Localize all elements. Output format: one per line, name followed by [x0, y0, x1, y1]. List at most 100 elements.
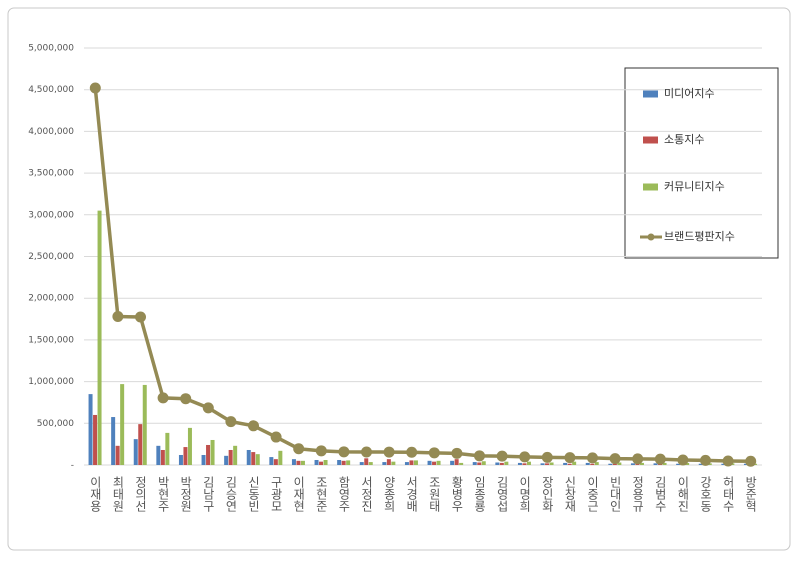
bar — [138, 424, 143, 465]
legend-label: 소통지수 — [664, 133, 704, 146]
legend-swatch — [643, 136, 658, 144]
bar — [323, 459, 328, 465]
bar — [391, 461, 396, 465]
line-marker — [654, 453, 666, 465]
x-tick-label: 서경배 — [405, 476, 419, 512]
line-marker — [496, 450, 508, 462]
x-tick-label: 이명희 — [518, 476, 532, 512]
bar — [499, 462, 504, 465]
y-tick-label: 5,000,000 — [28, 44, 74, 54]
bar — [97, 210, 102, 465]
line-marker — [180, 393, 192, 405]
bar — [160, 449, 165, 465]
bar — [273, 459, 278, 465]
y-tick-label: 1,500,000 — [28, 335, 74, 345]
bar — [454, 459, 459, 465]
x-tick-label: 이중근 — [586, 476, 600, 512]
x-tick-label: 이재용 — [88, 476, 102, 512]
y-tick-label: 500,000 — [37, 419, 74, 429]
bar — [93, 414, 98, 465]
x-tick-label: 박현주 — [156, 476, 170, 512]
x-tick-label: 구광모 — [269, 476, 283, 512]
bar — [201, 454, 206, 465]
bar — [111, 417, 116, 465]
legend-label: 브랜드평판지수 — [664, 230, 735, 243]
x-tick-label: 허태수 — [721, 476, 735, 512]
line-marker — [406, 446, 418, 458]
x-tick-label: 방준혁 — [744, 476, 758, 512]
line-marker — [541, 451, 553, 463]
y-tick-label: 3,500,000 — [28, 169, 74, 179]
line-marker — [338, 446, 350, 458]
x-tick-label: 조원태 — [427, 476, 441, 512]
legend-swatch — [647, 233, 655, 241]
bar — [472, 462, 477, 465]
x-tick-label: 신창재 — [563, 476, 577, 512]
bar — [341, 460, 346, 465]
y-tick-label: 2,500,000 — [28, 252, 74, 262]
line-marker — [587, 452, 598, 464]
bar — [540, 463, 545, 465]
legend-label: 미디어지수 — [664, 87, 715, 100]
bar — [251, 452, 256, 465]
x-tick-label: 김승연 — [224, 476, 238, 512]
bar — [721, 463, 726, 465]
bar — [386, 459, 391, 465]
x-tick-label: 박정원 — [179, 476, 193, 512]
y-tick-label: 4,000,000 — [28, 127, 74, 137]
bar — [183, 447, 188, 465]
bar — [368, 462, 373, 465]
bar — [337, 459, 342, 465]
line-marker — [361, 446, 372, 458]
line-marker — [202, 402, 214, 414]
bar — [382, 462, 387, 465]
x-tick-label: 이해진 — [676, 476, 690, 512]
bar — [594, 462, 599, 465]
x-tick-label: 정의선 — [134, 476, 148, 512]
bar — [549, 462, 554, 465]
legend-swatch — [643, 183, 658, 191]
bar — [120, 384, 125, 465]
bar — [504, 461, 509, 465]
line-marker — [474, 450, 485, 462]
x-tick-label: 황병우 — [450, 476, 464, 512]
bar — [255, 454, 260, 465]
legend-label: 커뮤니티지수 — [664, 180, 725, 193]
line-marker — [89, 82, 101, 94]
x-tick-label: 장인화 — [540, 476, 554, 512]
line-marker — [564, 452, 576, 464]
bar — [572, 461, 577, 465]
bar — [477, 462, 482, 465]
bar — [296, 460, 301, 465]
bar — [300, 460, 305, 465]
bar — [617, 462, 622, 465]
line-marker — [225, 416, 237, 428]
line-marker — [157, 392, 169, 404]
bar — [563, 462, 568, 465]
x-tick-label: 김영섭 — [495, 476, 509, 512]
y-tick-label: 1,000,000 — [28, 377, 74, 387]
y-tick-label: 3,000,000 — [28, 210, 74, 220]
bar — [630, 463, 635, 465]
bar — [653, 463, 658, 465]
bar — [206, 444, 211, 465]
bar — [676, 463, 681, 465]
line-marker — [135, 311, 146, 323]
line-marker — [519, 451, 531, 463]
y-tick-label: 4,500,000 — [28, 85, 74, 95]
bar — [436, 460, 441, 465]
line-marker — [451, 447, 463, 459]
x-tick-label: 강호동 — [699, 476, 713, 512]
bar — [346, 460, 351, 465]
x-tick-label: 함영주 — [337, 476, 351, 512]
bar — [567, 463, 572, 465]
bar — [291, 459, 296, 465]
bar — [662, 462, 667, 465]
bar — [707, 463, 712, 465]
line-marker — [609, 453, 621, 465]
x-tick-label: 서정진 — [360, 476, 374, 512]
line-marker — [700, 454, 711, 466]
bar — [413, 460, 418, 465]
bar — [156, 445, 161, 465]
